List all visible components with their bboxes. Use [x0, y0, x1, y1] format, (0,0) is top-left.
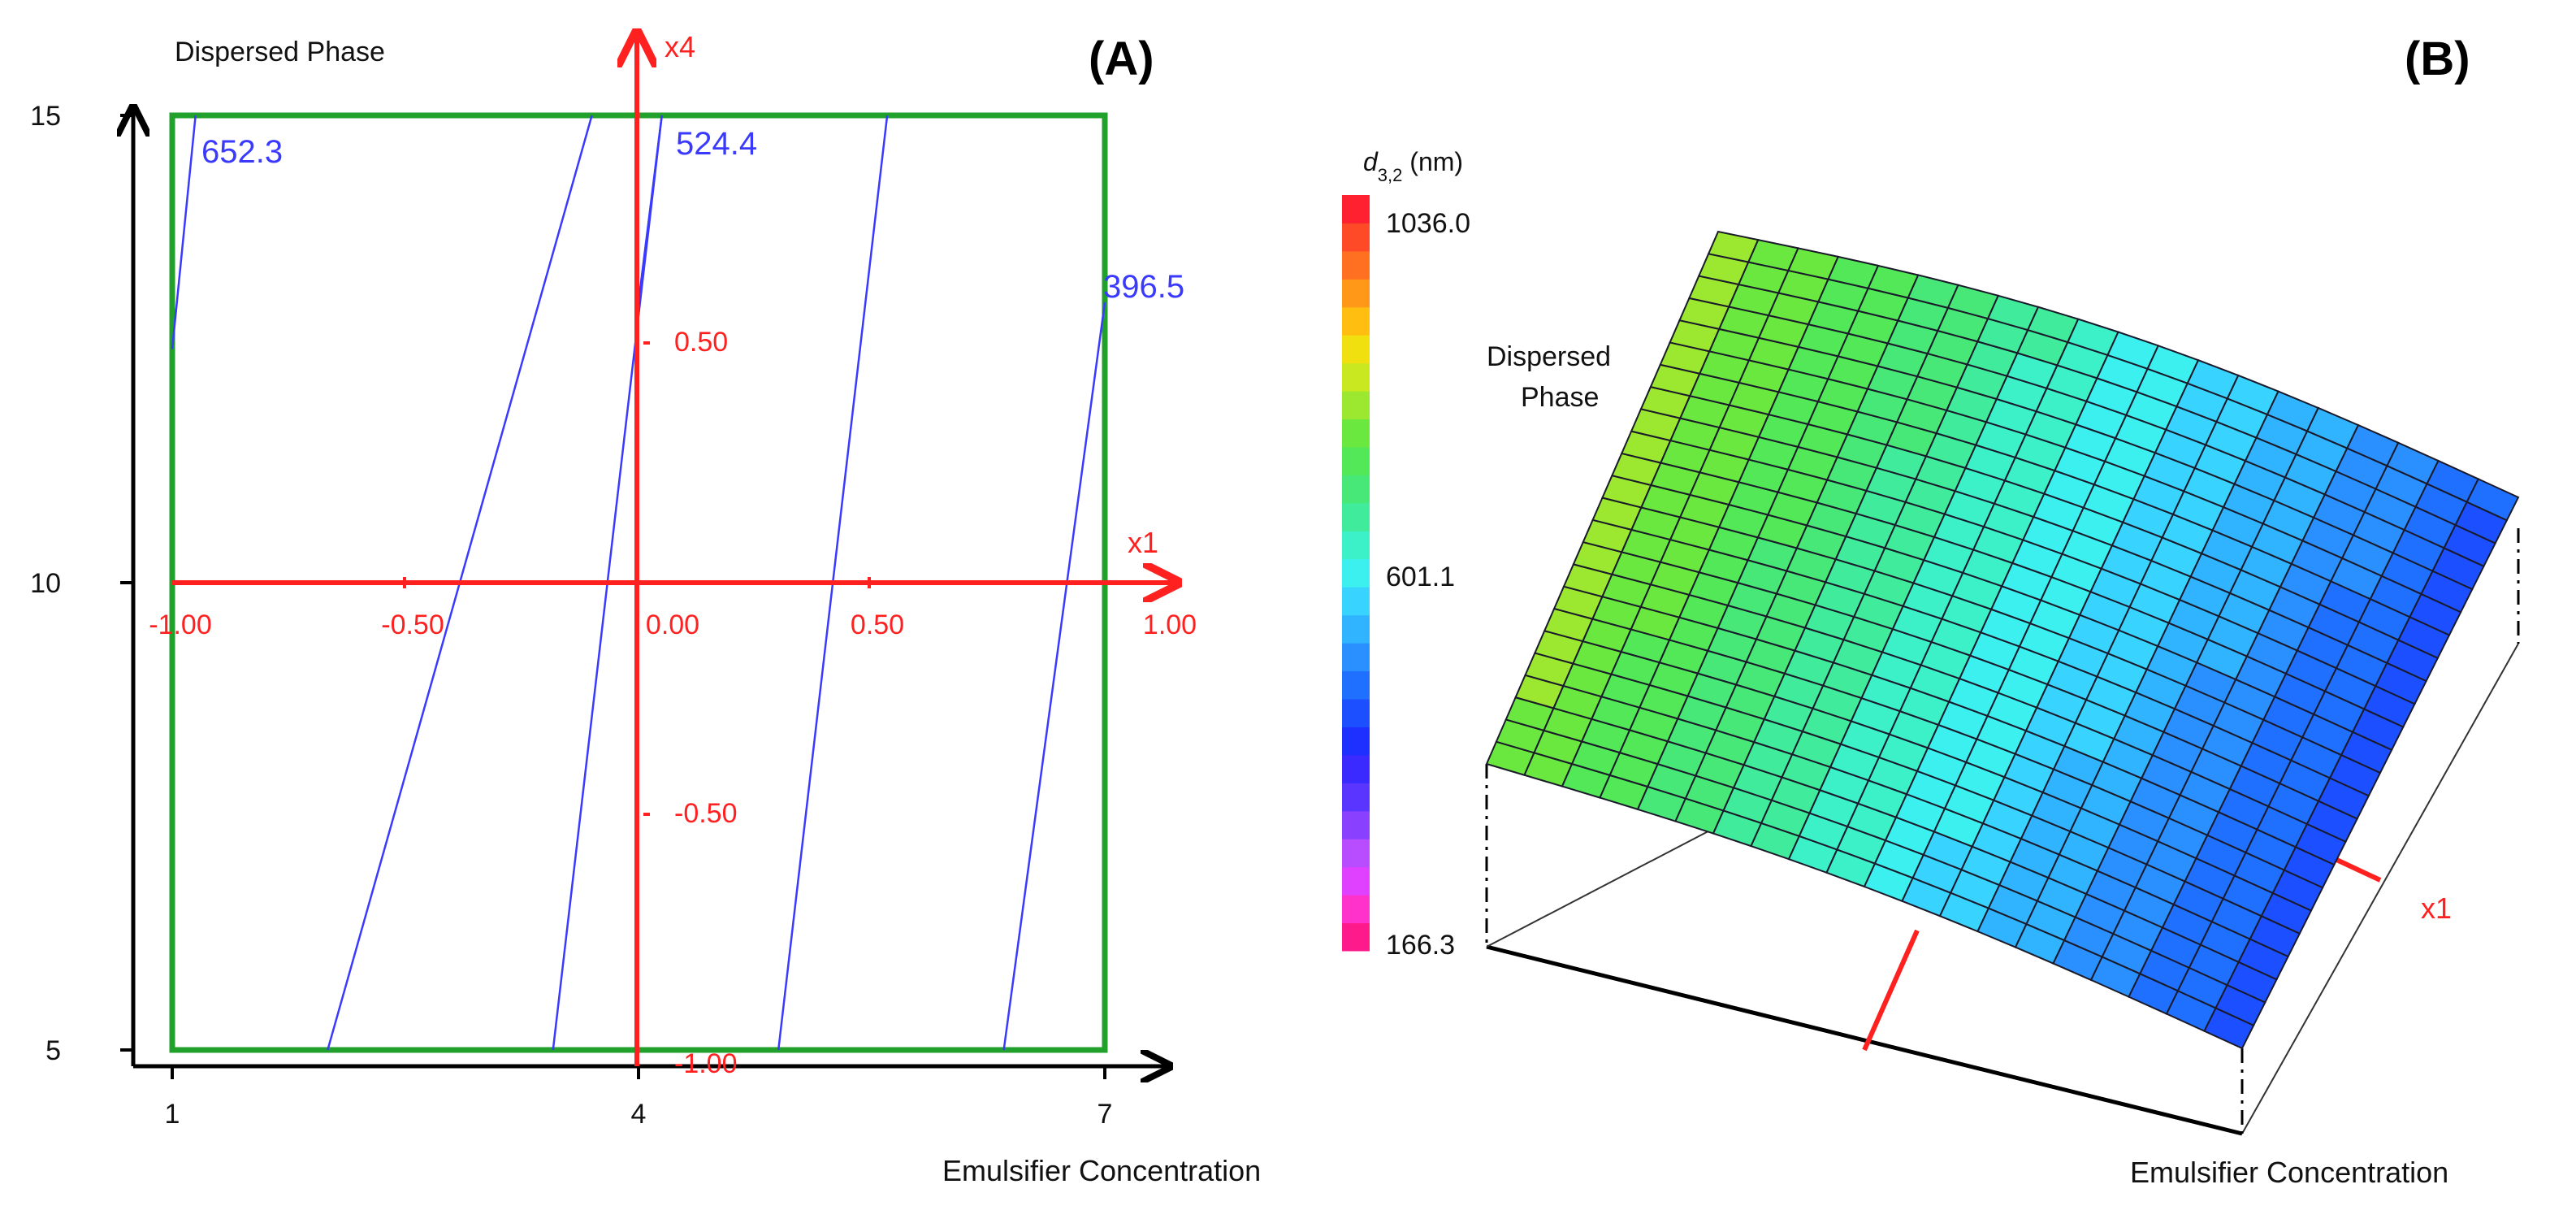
colorbar-cell [1342, 754, 1370, 783]
colorbar-cell [1342, 839, 1370, 868]
coded-x-tick-label: 0.50 [851, 610, 904, 640]
colorbar-cell [1342, 306, 1370, 336]
colorbar-cell [1342, 195, 1370, 223]
colorbar-cell [1342, 502, 1370, 531]
coded-tick-group: -1.00 -0.50 0.00 0.50 1.00 -1.00 -0.50 0.50 [149, 327, 1197, 1079]
colorbar-cell [1342, 391, 1370, 420]
coded-y-tick-label: -0.50 [674, 798, 738, 829]
colorbar-cell [1342, 727, 1370, 756]
coded-x-tick-label: -1.00 [149, 610, 212, 640]
colorbar-tick-label: 1036.0 [1386, 208, 1470, 239]
colorbar-cell [1342, 699, 1370, 727]
colorbar-ticks: 1036.0 601.1 166.3 [1386, 208, 1470, 961]
colorbar-cells [1342, 195, 1370, 952]
y-tick-label: 5 [45, 1035, 61, 1066]
contour-line [171, 115, 197, 349]
contour-label: 524.4 [676, 126, 757, 162]
coded-x-tick-label: -0.50 [381, 610, 444, 640]
colorbar-cell [1342, 866, 1370, 896]
panel-label-a: (A) [1089, 33, 1154, 85]
colorbar-title-sub: 3,2 [1378, 165, 1403, 185]
x-tick-label: 4 [631, 1099, 647, 1130]
x-tick-label: 1 [165, 1099, 180, 1130]
coded-y-tick-label: -1.00 [674, 1048, 738, 1079]
colorbar-cell [1342, 587, 1370, 616]
colorbar-cell [1342, 643, 1370, 672]
colorbar-cell [1342, 362, 1370, 392]
surface-x-label: Emulsifier Concentration [2130, 1156, 2448, 1189]
coded-x-tick-label: 1.00 [1143, 610, 1197, 640]
y-axis-label: Dispersed Phase [175, 37, 385, 67]
surface-mesh [1485, 230, 2520, 1050]
colorbar-cell [1342, 447, 1370, 475]
colorbar-tick-label: 601.1 [1386, 562, 1455, 592]
contour-label: 396.5 [1103, 269, 1184, 305]
colorbar-cell [1342, 558, 1370, 588]
colorbar-cell [1342, 670, 1370, 700]
colorbar-cell [1342, 279, 1370, 308]
coded-x-tick-label: 0.00 [646, 610, 699, 640]
contour-line [637, 115, 663, 303]
colorbar-title: d3,2 (nm) [1363, 147, 1463, 185]
coded-y-axis-name: x4 [665, 30, 695, 63]
contour-labels: 652.3 524.4 396.5 [201, 126, 1184, 305]
colorbar-tick-label: 166.3 [1386, 930, 1455, 961]
surface-x1-label: x1 [2421, 891, 2452, 925]
tick-group: 1 4 7 5 10 15 [30, 101, 1112, 1130]
x1-marker-front [1862, 929, 1920, 1052]
colorbar-cell [1342, 614, 1370, 644]
panel-label-b: (B) [2405, 33, 2470, 85]
x-tick-label: 7 [1098, 1099, 1113, 1130]
y-tick-label: 10 [30, 568, 61, 599]
box-right-edge [2241, 643, 2519, 1134]
colorbar-cell [1342, 810, 1370, 839]
coded-y-tick-label: 0.50 [674, 327, 728, 358]
contour-label: 652.3 [201, 134, 283, 170]
surface-y-label-line1: Dispersed [1487, 341, 1611, 372]
x1-marker-right [2330, 855, 2382, 883]
colorbar-cell [1342, 531, 1370, 560]
colorbar: d3,2 (nm) 1036.0 601.1 166.3 [1342, 147, 1470, 961]
surface-y-label-line2: Phase [1521, 382, 1599, 413]
colorbar-cell [1342, 335, 1370, 364]
colorbar-cell [1342, 250, 1370, 280]
colorbar-cell [1342, 895, 1370, 924]
colorbar-title-unit: (nm) [1402, 147, 1463, 176]
colorbar-cell [1342, 419, 1370, 448]
colorbar-cell [1342, 475, 1370, 504]
contour-line [1002, 301, 1106, 1051]
surface-cell [2466, 478, 2520, 522]
colorbar-title-main: d [1363, 147, 1379, 176]
colorbar-cell [1342, 223, 1370, 252]
box-front-edge [1486, 944, 2243, 1136]
x-axis-label: Emulsifier Concentration [942, 1154, 1261, 1187]
coded-x-axis-name: x1 [1128, 526, 1158, 559]
colorbar-cell [1342, 783, 1370, 812]
colorbar-cell [1342, 922, 1370, 952]
y-tick-label: 15 [30, 101, 61, 132]
surface-panel: (B) d3,2 (nm) 1036.0 601.1 166.3 x1 Disper… [1342, 33, 2520, 1189]
contour-panel: Dispersed Phase Emulsifier Concentration… [30, 30, 1261, 1187]
